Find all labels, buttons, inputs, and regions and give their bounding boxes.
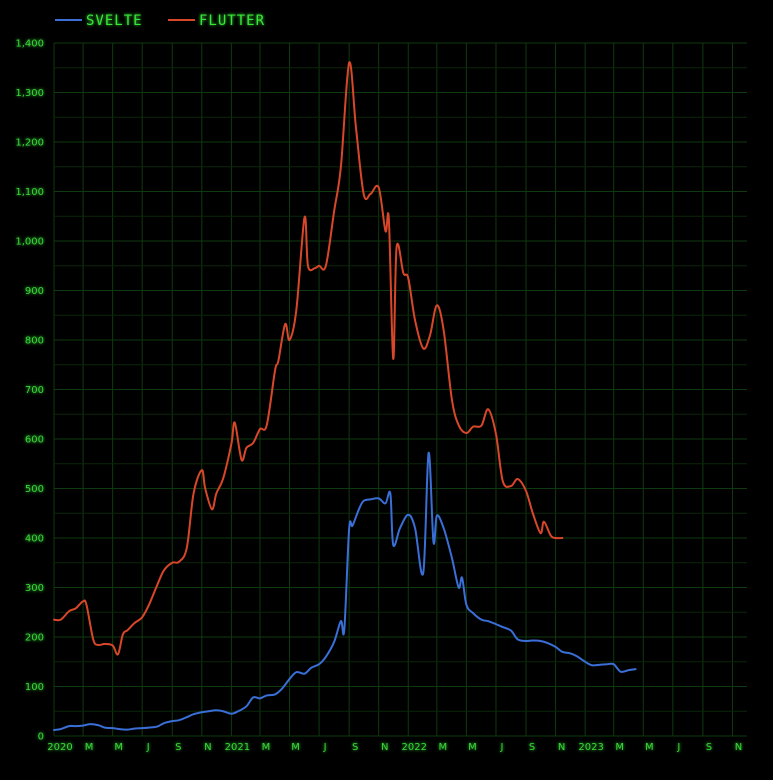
x-tick-label: J [146, 742, 150, 753]
y-tick-label: 400 [25, 534, 44, 545]
x-tick-label: 2020 [47, 742, 72, 753]
x-tick-label: N [735, 742, 742, 753]
x-tick-label: M [468, 742, 477, 753]
legend: SVELTE FLUTTER [55, 13, 265, 29]
y-tick-label: 700 [25, 385, 44, 396]
x-tick-label: N [204, 742, 211, 753]
x-tick-label: J [323, 742, 327, 753]
x-tick-label: 2023 [578, 742, 603, 753]
y-tick-label: 900 [25, 286, 44, 297]
x-tick-label: M [262, 742, 271, 753]
y-axis: 0 100 200 300 400 500 600 700 800 900 1,000 1,100 1,… [15, 39, 44, 743]
y-tick-label: 1,200 [15, 138, 44, 149]
x-tick-label: 2022 [402, 742, 427, 753]
y-tick-label: 600 [25, 435, 44, 446]
x-tick-label: M [85, 742, 94, 753]
y-tick-label: 100 [25, 682, 44, 693]
series-line-svelte [53, 451, 637, 732]
y-tick-label: 300 [25, 583, 44, 594]
grid [53, 42, 747, 737]
y-tick-label: 1,300 [15, 88, 44, 99]
y-tick-label: 1,400 [15, 39, 44, 50]
x-tick-label: M [645, 742, 654, 753]
x-tick-label: S [529, 742, 535, 753]
x-tick-label: J [499, 742, 503, 753]
x-tick-label: S [352, 742, 358, 753]
x-tick-label: M [439, 742, 448, 753]
x-tick-label: J [676, 742, 680, 753]
x-tick-label: M [291, 742, 300, 753]
legend-label-flutter: FLUTTER [199, 13, 265, 29]
x-tick-label: M [114, 742, 123, 753]
series-line-flutter [53, 61, 564, 656]
x-axis: 2020 M M J S N 2021 M M J S N 2022 M M J S N 2023 M M J S N [47, 742, 742, 753]
y-tick-label: 200 [25, 633, 44, 644]
x-tick-label: S [175, 742, 181, 753]
legend-label-svelte: SVELTE [86, 13, 143, 29]
x-tick-label: 2021 [225, 742, 250, 753]
series-group [53, 61, 637, 732]
x-tick-label: N [558, 742, 565, 753]
y-tick-label: 1,000 [15, 237, 44, 248]
y-tick-label: 500 [25, 484, 44, 495]
x-tick-label: S [706, 742, 712, 753]
y-tick-label: 0 [38, 732, 44, 743]
x-tick-label: M [615, 742, 624, 753]
y-tick-label: 800 [25, 336, 44, 347]
y-tick-label: 1,100 [15, 187, 44, 198]
x-tick-label: N [381, 742, 388, 753]
